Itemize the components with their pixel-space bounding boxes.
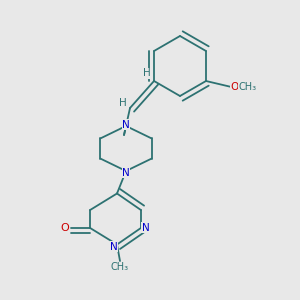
Text: H: H <box>118 98 126 109</box>
Text: O: O <box>230 82 238 92</box>
Text: N: N <box>122 167 130 178</box>
Text: O: O <box>60 223 69 233</box>
Text: CH₃: CH₃ <box>239 82 257 92</box>
Text: CH₃: CH₃ <box>111 262 129 272</box>
Text: N: N <box>142 223 149 233</box>
Text: N: N <box>122 119 130 130</box>
Text: H: H <box>142 68 150 79</box>
Text: N: N <box>110 242 118 252</box>
